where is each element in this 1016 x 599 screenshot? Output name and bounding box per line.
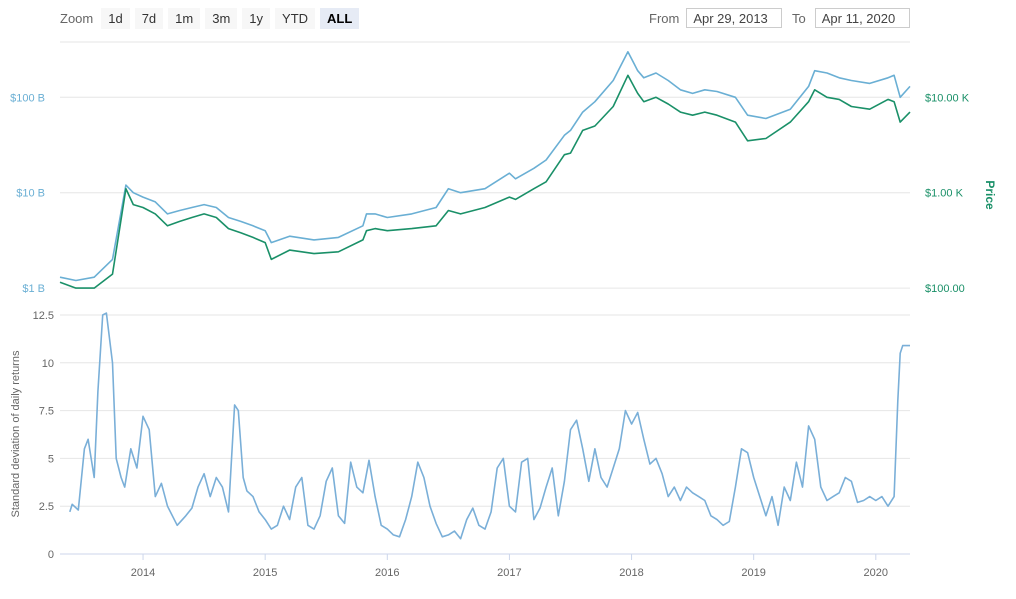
market-cap-price-chart: $1 B $10 B $100 B $100.00 $1.00 K $10.00 K Pri… (10, 41, 997, 295)
to-label: To (792, 10, 806, 26)
zoom-button-all[interactable]: ALL (320, 7, 360, 29)
y-axis-tick-label: 10 (42, 358, 54, 370)
y-axis-tick-label: 0 (48, 549, 54, 561)
date-range-to: To Apr 11, 2020 (792, 7, 910, 29)
from-label: From (649, 10, 680, 26)
right-axis-tick-label: $1.00 K (925, 188, 964, 200)
right-axis-tick-label: $100.00 (925, 283, 965, 295)
zoom-button-1m[interactable]: 1m (168, 7, 201, 29)
left-axis-tick-label: $10 B (16, 188, 45, 200)
market_cap-line (59, 50, 911, 282)
from-date-input[interactable]: Apr 29, 2013 (686, 8, 783, 28)
left-axis-tick-label: $1 B (22, 283, 45, 295)
y-axis-tick-label: 7.5 (39, 406, 54, 418)
y-axis-tick-label: 5 (48, 453, 54, 465)
zoom-button-3m[interactable]: 3m (205, 7, 238, 29)
x-axis-tick-label: 2020 (864, 567, 888, 579)
volatility-chart: 0 2.5 5 7.5 10 12.5 Standard deviation of dail… (10, 310, 910, 579)
y-axis-title: Standard deviation of daily returns (10, 350, 22, 517)
right-axis-title: Price (983, 180, 997, 210)
x-axis-tick-label: 2019 (741, 567, 765, 579)
zoom-label: Zoom (60, 10, 94, 26)
zoom-button-7d[interactable]: 7d (134, 7, 164, 29)
y-axis-tick-label: 2.5 (39, 501, 54, 513)
x-axis-tick-label: 2014 (131, 567, 155, 579)
zoom-button-ytd[interactable]: YTD (275, 7, 316, 29)
zoom-button-1y[interactable]: 1y (242, 7, 271, 29)
date-range-from: From Apr 29, 2013 (649, 7, 783, 29)
right-axis-tick-label: $10.00 K (925, 92, 970, 104)
volatility-line (69, 312, 910, 540)
x-axis-tick-label: 2017 (497, 567, 521, 579)
zoom-toolbar: Zoom 1d 7d 1m 3m 1y YTD ALL (60, 7, 364, 29)
x-axis-tick-label: 2015 (253, 567, 277, 579)
y-axis-tick-label: 12.5 (33, 310, 54, 322)
left-axis-tick-label: $100 B (10, 92, 45, 104)
x-axis-tick-label: 2018 (619, 567, 643, 579)
x-axis-tick-label: 2016 (375, 567, 399, 579)
to-date-input[interactable]: Apr 11, 2020 (814, 8, 910, 28)
zoom-button-1d[interactable]: 1d (101, 7, 130, 29)
price-line (59, 74, 911, 289)
